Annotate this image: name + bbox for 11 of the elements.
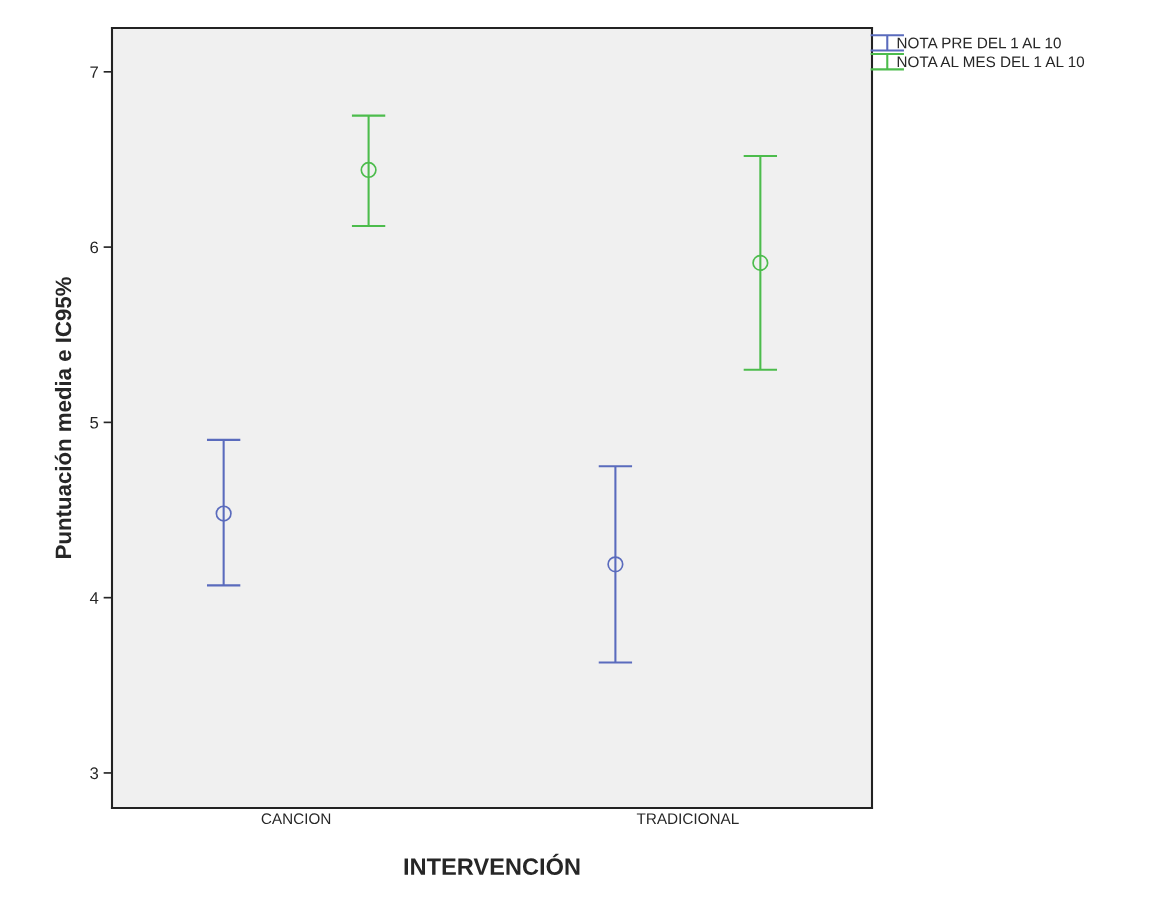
y-tick-label: 7 — [90, 66, 98, 78]
legend-label: NOTA AL MES DEL 1 AL 10 — [897, 56, 1085, 68]
x-tick-label: TRADICIONAL — [636, 813, 739, 825]
y-tick-label: 3 — [90, 767, 99, 780]
y-tick-label: 6 — [90, 241, 99, 254]
legend-label: NOTA PRE DEL 1 AL 10 — [897, 37, 1061, 49]
y-tick-label: 5 — [90, 416, 99, 429]
y-tick-label: 4 — [89, 592, 99, 604]
x-tick-label: CANCION — [261, 813, 331, 825]
x-axis-title: INTERVENCIÓN — [404, 853, 580, 875]
y-axis-title: Puntuación media e IC95% — [54, 277, 72, 558]
